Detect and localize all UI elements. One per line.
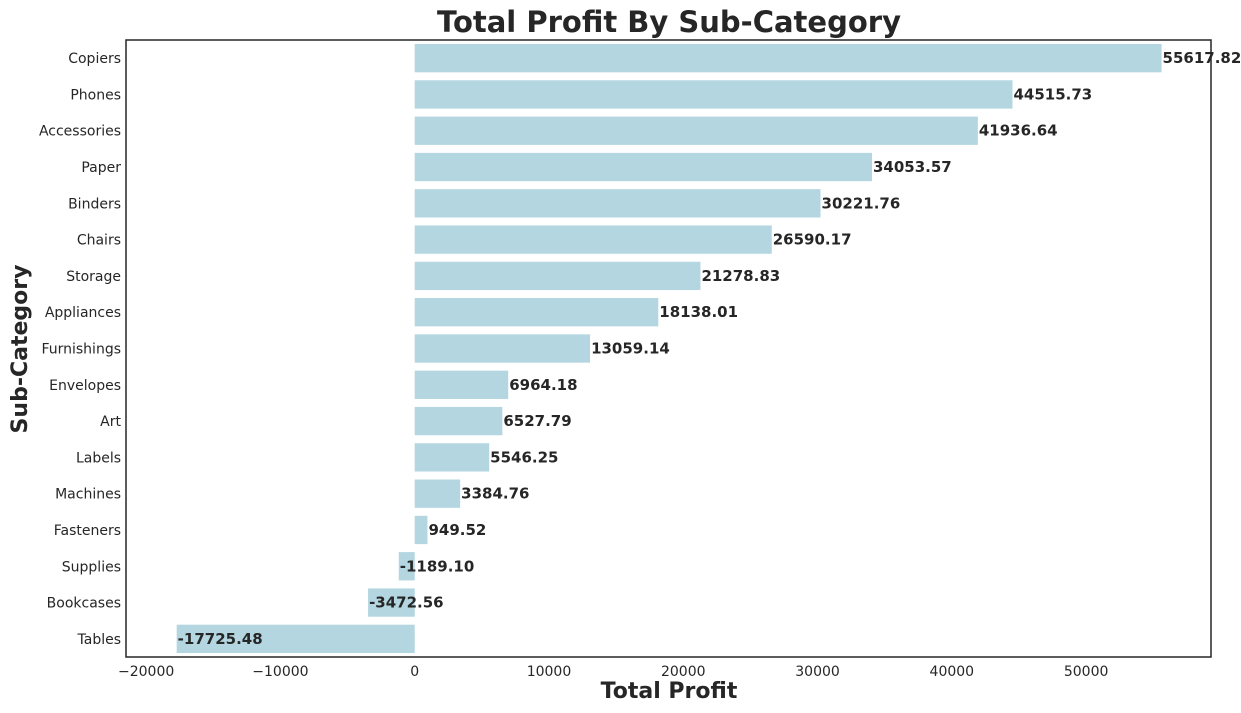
y-tick-supplies: Supplies <box>62 559 121 575</box>
bar-machines <box>414 479 461 508</box>
value-label-furnishings: 13059.14 <box>591 340 670 358</box>
y-tick-paper: Paper <box>81 160 121 176</box>
value-label-storage: 21278.83 <box>701 267 780 285</box>
x-axis-label: Total Profit <box>601 679 738 704</box>
bar-bookcases <box>368 588 415 617</box>
bar-furnishings <box>414 334 591 363</box>
bar-supplies <box>398 552 415 581</box>
value-label-chairs: 26590.17 <box>773 231 852 249</box>
x-tick-7: 50000 <box>1064 664 1109 680</box>
y-tick-labels-group: Copiers Phones Accessories Paper Binders Chai… <box>39 51 122 648</box>
y-tick-fasteners: Fasteners <box>54 523 121 539</box>
x-tick-6: 40000 <box>930 664 975 680</box>
value-label-art: 6527.79 <box>503 412 571 430</box>
x-tick-0: −20000 <box>118 664 174 680</box>
bar-labels <box>414 443 490 472</box>
bar-accessories <box>414 116 978 145</box>
value-label-paper: 34053.57 <box>873 158 952 176</box>
bars-group <box>176 43 1162 654</box>
bar-envelopes <box>414 370 509 399</box>
value-label-labels: 5546.25 <box>490 448 558 466</box>
y-tick-accessories: Accessories <box>39 124 121 140</box>
bar-phones <box>414 80 1013 109</box>
y-tick-copiers: Copiers <box>68 51 121 67</box>
x-tick-labels-group: −20000 −10000 0 10000 20000 30000 40000 50000 <box>118 664 1108 680</box>
y-tick-storage: Storage <box>66 269 121 285</box>
value-label-bookcases: -3472.56 <box>369 594 444 612</box>
bar-chairs <box>414 225 772 254</box>
bar-appliances <box>414 298 659 327</box>
y-axis-label: Sub-Category <box>8 265 33 434</box>
x-tick-4: 20000 <box>661 664 706 680</box>
y-tick-phones: Phones <box>70 87 121 103</box>
y-tick-machines: Machines <box>55 487 121 503</box>
x-tick-1: −10000 <box>252 664 308 680</box>
plot-frame <box>125 39 1212 658</box>
value-labels-group: 55617.82 44515.73 41936.64 34053.57 30221.76… <box>178 49 1241 648</box>
y-tick-binders: Binders <box>68 196 121 212</box>
value-label-binders: 30221.76 <box>822 194 901 212</box>
y-tick-furnishings: Furnishings <box>41 342 121 358</box>
value-label-phones: 44515.73 <box>1013 85 1092 103</box>
bar-storage <box>414 261 701 291</box>
bar-copiers <box>414 43 1162 73</box>
value-label-machines: 3384.76 <box>461 485 529 503</box>
value-label-supplies: -1189.10 <box>400 557 475 575</box>
y-tick-chairs: Chairs <box>77 233 121 249</box>
value-label-tables: -17725.48 <box>178 630 263 648</box>
value-label-copiers: 55617.82 <box>1163 49 1241 67</box>
value-label-envelopes: 6964.18 <box>509 376 577 394</box>
x-tick-3: 10000 <box>527 664 572 680</box>
y-tick-bookcases: Bookcases <box>47 596 121 612</box>
value-label-accessories: 41936.64 <box>979 122 1058 140</box>
x-tick-5: 30000 <box>795 664 840 680</box>
value-label-appliances: 18138.01 <box>659 303 738 321</box>
chart-title: Total Profit By Sub-Category <box>437 5 901 39</box>
x-tick-2: 0 <box>410 664 419 680</box>
bar-tables <box>176 624 415 654</box>
bar-art <box>414 406 503 436</box>
value-label-fasteners: 949.52 <box>428 521 486 539</box>
y-tick-envelopes: Envelopes <box>49 378 121 394</box>
bar-paper <box>414 152 872 182</box>
bar-binders <box>414 189 821 218</box>
bar-fasteners <box>414 515 428 545</box>
y-tick-labels: Labels <box>76 450 121 466</box>
y-tick-tables: Tables <box>77 632 122 648</box>
y-tick-appliances: Appliances <box>45 305 121 321</box>
y-tick-art: Art <box>100 414 121 430</box>
